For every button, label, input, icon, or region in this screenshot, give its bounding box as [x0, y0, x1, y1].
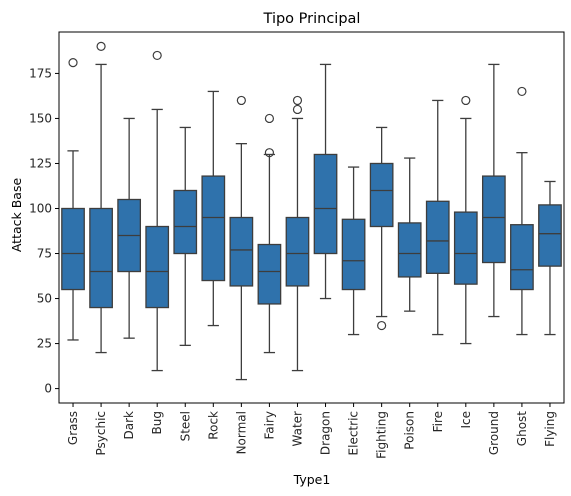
box-iqr: [229, 216, 254, 287]
box-iqr: [257, 243, 282, 305]
x-tick-label-dragon: Dragon: [319, 411, 333, 455]
box-fire: [425, 99, 450, 336]
x-tick-label-normal: Normal: [234, 411, 248, 454]
box-psychic: [89, 41, 113, 354]
y-tick-label: 50: [37, 292, 52, 306]
box-iqr: [538, 204, 562, 267]
boxes-layer: [61, 41, 562, 381]
y-tick-label: 100: [29, 201, 52, 215]
box-rock: [201, 90, 226, 327]
x-tick-label-bug: Bug: [150, 411, 164, 434]
x-tick-label-ghost: Ghost: [515, 411, 529, 446]
x-tick-label-flying: Flying: [543, 411, 557, 447]
box-ghost: [510, 86, 534, 336]
box-dragon: [313, 63, 338, 300]
y-tick-label: 150: [29, 111, 52, 125]
x-tick-label-poison: Poison: [403, 411, 417, 450]
outlier-point: [461, 95, 471, 106]
box-iqr: [313, 153, 338, 255]
outlier-point: [96, 41, 106, 52]
box-fighting: [369, 126, 394, 331]
x-tick-label-water: Water: [290, 411, 304, 447]
x-tick-label-grass: Grass: [66, 411, 80, 445]
box-iqr: [369, 162, 394, 228]
x-tick-label-rock: Rock: [206, 411, 220, 440]
box-bug: [145, 50, 170, 372]
outlier-point: [517, 86, 527, 97]
box-ground: [481, 63, 506, 318]
box-iqr: [285, 216, 310, 287]
y-tick-label: 25: [37, 337, 52, 351]
box-iqr: [510, 224, 534, 291]
box-steel: [173, 126, 198, 347]
x-tick-label-electric: Electric: [347, 411, 361, 455]
y-tick-label: 0: [44, 382, 52, 396]
plot-frame: [58, 31, 565, 404]
box-dark: [117, 117, 142, 339]
outlier-point: [264, 148, 275, 158]
outlier-point: [292, 95, 303, 106]
x-tick-label-fire: Fire: [431, 411, 445, 432]
box-iqr: [397, 222, 422, 278]
chart-title: Tipo Principal: [263, 11, 361, 27]
box-flying: [538, 180, 562, 336]
y-tick-label: 125: [29, 156, 52, 170]
x-tick-label-ground: Ground: [487, 411, 501, 455]
box-iqr: [173, 189, 198, 255]
x-axis-label: Type1: [293, 472, 331, 487]
y-axis-label: Attack Base: [9, 178, 24, 253]
y-tick-label: 75: [37, 247, 52, 261]
x-tick-label-psychic: Psychic: [94, 411, 108, 456]
x-tick-label-dark: Dark: [122, 411, 136, 440]
box-iqr: [61, 207, 85, 291]
outlier-point: [152, 50, 162, 61]
box-fairy: [257, 113, 282, 354]
box-iqr: [145, 225, 170, 309]
outlier-point: [377, 320, 387, 331]
y-tick-label: 175: [29, 66, 52, 80]
box-ice: [453, 95, 478, 345]
axes-layer: Grass Psychic Dark Bug Steel Rock Normal Fairy W…: [29, 31, 565, 459]
x-tick-label-ice: Ice: [459, 411, 473, 429]
box-iqr: [425, 200, 450, 274]
box-iqr: [481, 175, 506, 264]
box-grass: [61, 58, 85, 341]
box-normal: [229, 95, 254, 381]
outlier-point: [292, 104, 303, 115]
outlier-point: [264, 113, 275, 124]
box-iqr: [341, 218, 366, 291]
box-iqr: [89, 207, 113, 309]
box-water: [285, 95, 310, 372]
outlier-point: [68, 58, 78, 68]
x-tick-label-steel: Steel: [178, 411, 192, 441]
outlier-point: [236, 95, 246, 106]
box-poison: [397, 157, 422, 312]
box-iqr: [201, 175, 226, 282]
box-iqr: [453, 211, 478, 285]
box-electric: [341, 166, 366, 336]
x-tick-label-fighting: Fighting: [375, 411, 389, 459]
x-tick-label-fairy: Fairy: [262, 411, 276, 440]
